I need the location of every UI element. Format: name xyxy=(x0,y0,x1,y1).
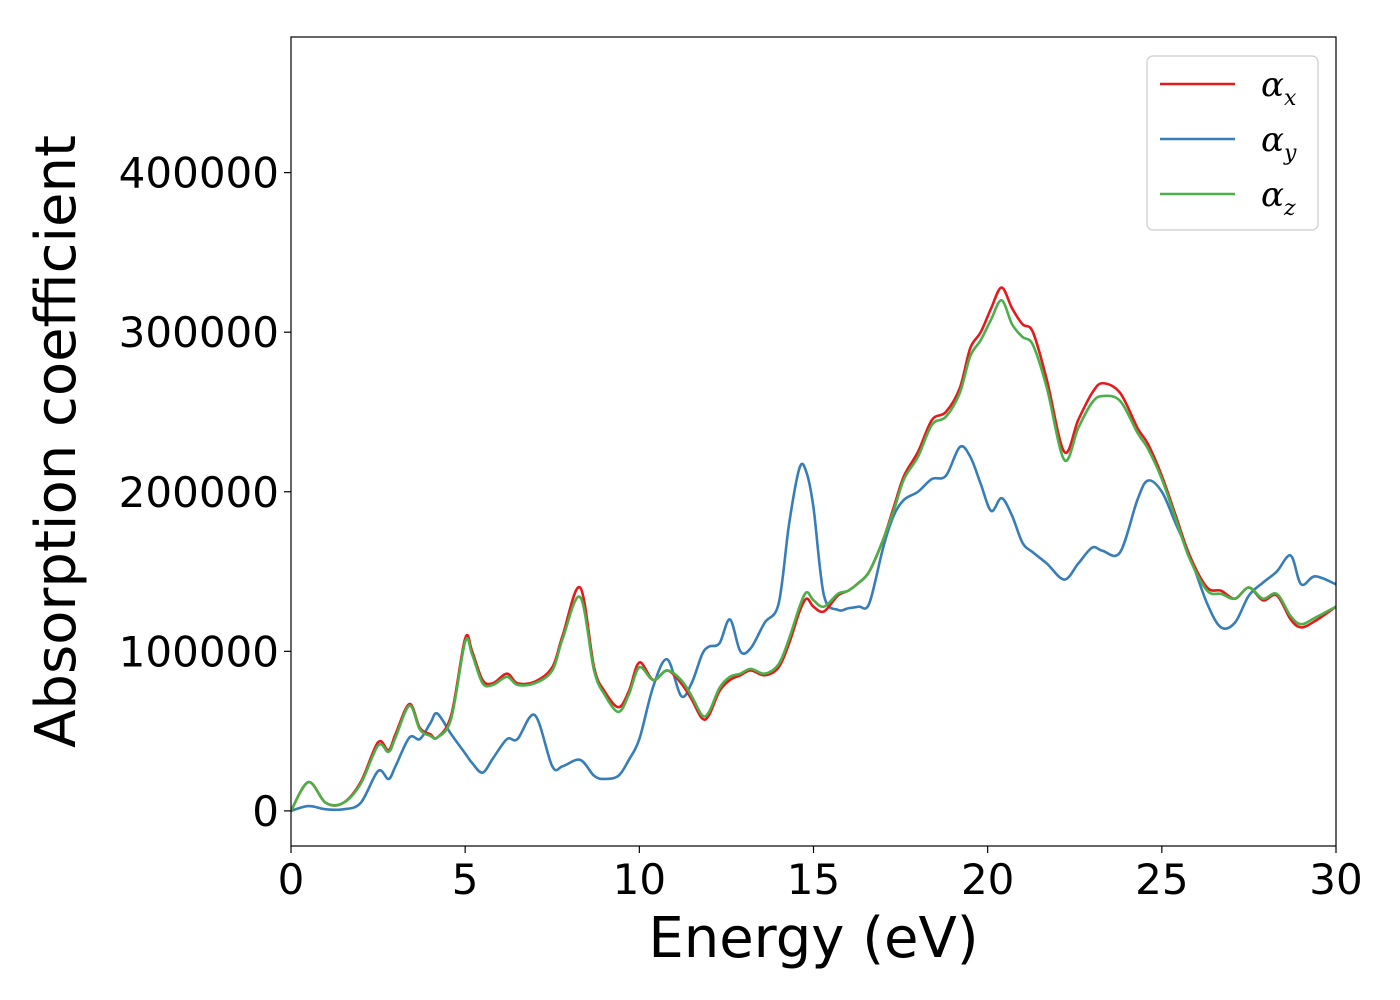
x-axis-title: Energy (eV) xyxy=(648,906,978,971)
x-tick-label: 0 xyxy=(278,855,305,904)
series-line-y xyxy=(291,445,1336,813)
y-axis-ticks: 0 100000 200000 300000 400000 xyxy=(119,149,291,836)
y-tick-label: 300000 xyxy=(119,308,279,357)
y-tick-label: 400000 xyxy=(119,149,279,198)
series-layer xyxy=(291,286,1336,813)
y-tick-label: 100000 xyxy=(119,627,279,676)
series-line-z xyxy=(291,298,1336,813)
y-tick-label: 200000 xyxy=(119,468,279,517)
x-tick-label: 10 xyxy=(613,855,666,904)
x-tick-label: 25 xyxy=(1135,855,1188,904)
x-tick-label: 15 xyxy=(787,855,840,904)
x-tick-label: 20 xyxy=(961,855,1014,904)
x-axis-ticks: 0 5 10 15 20 25 30 xyxy=(278,846,1363,904)
y-tick-label: 0 xyxy=(252,787,279,836)
x-tick-label: 30 xyxy=(1309,855,1362,904)
legend-frame xyxy=(1146,55,1319,231)
y-axis-title: Absorption coefficient xyxy=(24,135,89,748)
x-tick-label: 5 xyxy=(452,855,479,904)
